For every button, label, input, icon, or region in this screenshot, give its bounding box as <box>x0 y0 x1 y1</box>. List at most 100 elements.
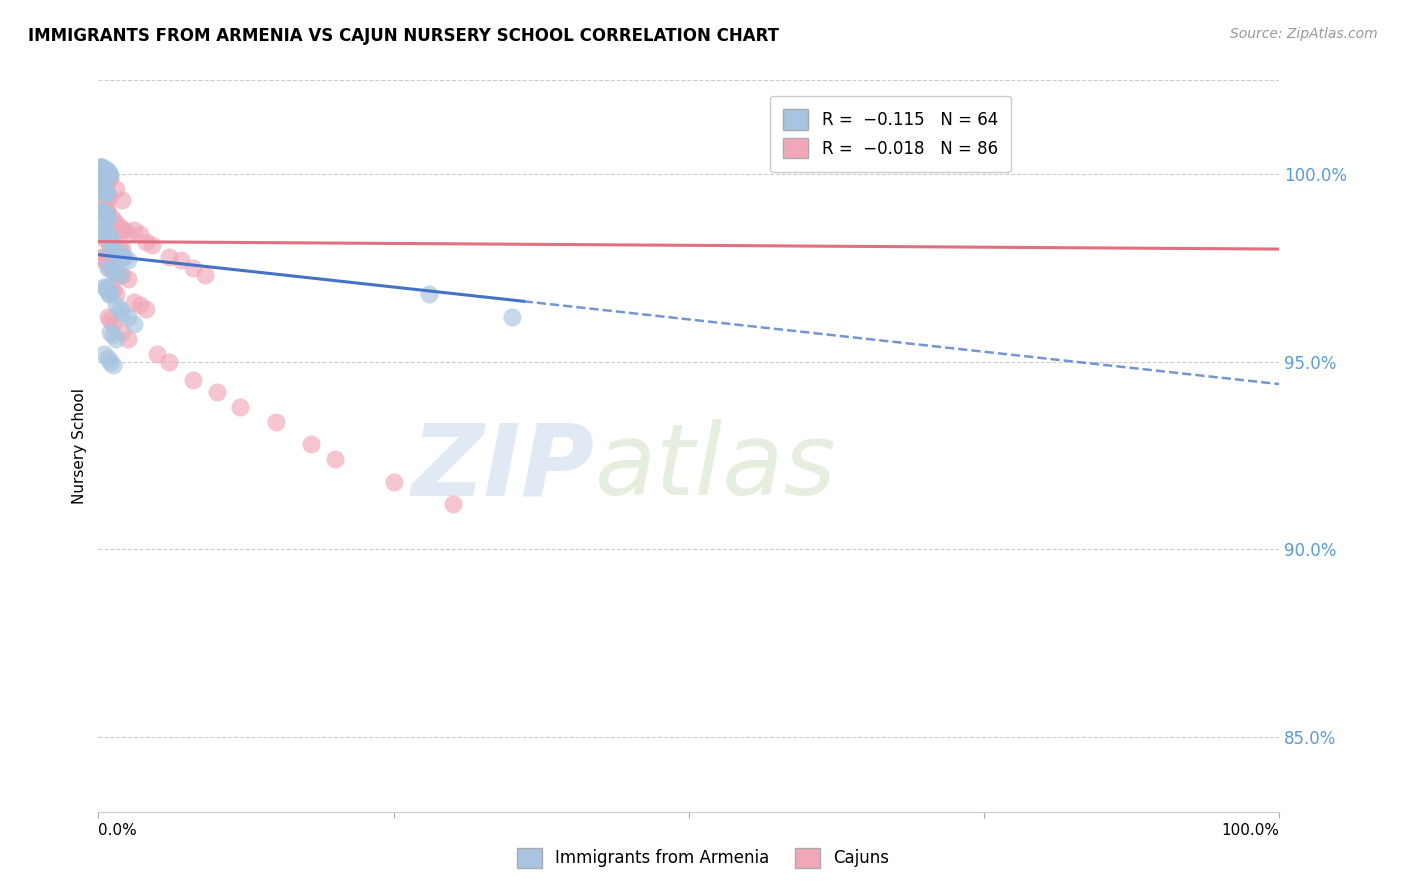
Point <box>122 317 145 331</box>
Point <box>94 167 117 181</box>
Point <box>90 160 112 174</box>
Point <box>97 351 120 365</box>
Point <box>98 354 121 368</box>
Point <box>382 475 405 489</box>
Point <box>93 186 115 200</box>
Point <box>91 223 114 237</box>
Point <box>93 223 115 237</box>
Point <box>94 253 117 268</box>
Point <box>91 204 114 219</box>
Point <box>93 253 115 268</box>
Point <box>157 354 180 368</box>
Point <box>93 231 115 245</box>
Point <box>170 253 193 268</box>
Point <box>108 268 131 283</box>
Point <box>94 201 117 215</box>
Point <box>105 264 128 278</box>
Point <box>128 298 150 312</box>
Point <box>97 283 120 297</box>
Point <box>96 227 118 241</box>
Point <box>97 212 120 227</box>
Point <box>111 325 134 339</box>
Point <box>98 170 121 185</box>
Point <box>89 160 111 174</box>
Point <box>98 242 121 256</box>
Point <box>91 163 114 178</box>
Point <box>108 219 131 234</box>
Point <box>94 186 117 200</box>
Point <box>105 245 128 260</box>
Point <box>128 227 150 241</box>
Point <box>105 287 128 301</box>
Point <box>94 227 117 241</box>
Point <box>98 167 121 181</box>
Point <box>299 437 322 451</box>
Point <box>93 178 115 193</box>
Point <box>93 279 115 293</box>
Point <box>98 313 121 327</box>
Text: Source: ZipAtlas.com: Source: ZipAtlas.com <box>1230 27 1378 41</box>
Point <box>91 250 114 264</box>
Point <box>97 235 120 249</box>
Point <box>105 216 128 230</box>
Point <box>97 167 120 181</box>
Point <box>157 250 180 264</box>
Point <box>194 268 217 283</box>
Point <box>91 250 114 264</box>
Point <box>94 208 117 222</box>
Point <box>90 204 112 219</box>
Point <box>96 257 118 271</box>
Point <box>91 178 114 193</box>
Point <box>117 253 139 268</box>
Point <box>146 347 169 361</box>
Point <box>141 238 163 252</box>
Point <box>101 264 124 278</box>
Point <box>96 204 118 219</box>
Point <box>98 170 121 185</box>
Point <box>112 250 135 264</box>
Point <box>97 260 120 275</box>
Point <box>94 279 117 293</box>
Point <box>90 175 112 189</box>
Point <box>89 204 111 219</box>
Point <box>98 235 121 249</box>
Point <box>91 197 114 211</box>
Point <box>111 223 134 237</box>
Legend: R =  −0.115   N = 64, R =  −0.018   N = 86: R = −0.115 N = 64, R = −0.018 N = 86 <box>770 96 1011 171</box>
Point <box>93 201 115 215</box>
Point <box>122 294 145 309</box>
Point <box>98 189 121 203</box>
Point <box>97 189 120 203</box>
Point <box>101 283 124 297</box>
Point <box>97 204 120 219</box>
Point <box>91 223 114 237</box>
Point <box>441 497 464 511</box>
Point <box>117 310 139 324</box>
Point <box>93 208 115 222</box>
Point <box>96 283 118 297</box>
Point <box>181 373 204 387</box>
Point <box>105 182 128 196</box>
Point <box>105 298 128 312</box>
Point <box>91 175 114 189</box>
Y-axis label: Nursery School: Nursery School <box>72 388 87 504</box>
Point <box>418 287 440 301</box>
Point <box>135 235 157 249</box>
Point <box>93 182 115 196</box>
Point <box>98 287 121 301</box>
Point <box>117 332 139 346</box>
Point <box>91 163 114 178</box>
Point <box>105 238 128 252</box>
Point <box>108 245 131 260</box>
Text: atlas: atlas <box>595 419 837 516</box>
Point <box>105 332 128 346</box>
Point <box>98 287 121 301</box>
Point <box>94 186 117 200</box>
Text: IMMIGRANTS FROM ARMENIA VS CAJUN NURSERY SCHOOL CORRELATION CHART: IMMIGRANTS FROM ARMENIA VS CAJUN NURSERY… <box>28 27 779 45</box>
Point <box>101 242 124 256</box>
Point <box>135 302 157 317</box>
Point <box>96 163 118 178</box>
Point <box>117 272 139 286</box>
Point <box>98 231 121 245</box>
Point <box>91 182 114 196</box>
